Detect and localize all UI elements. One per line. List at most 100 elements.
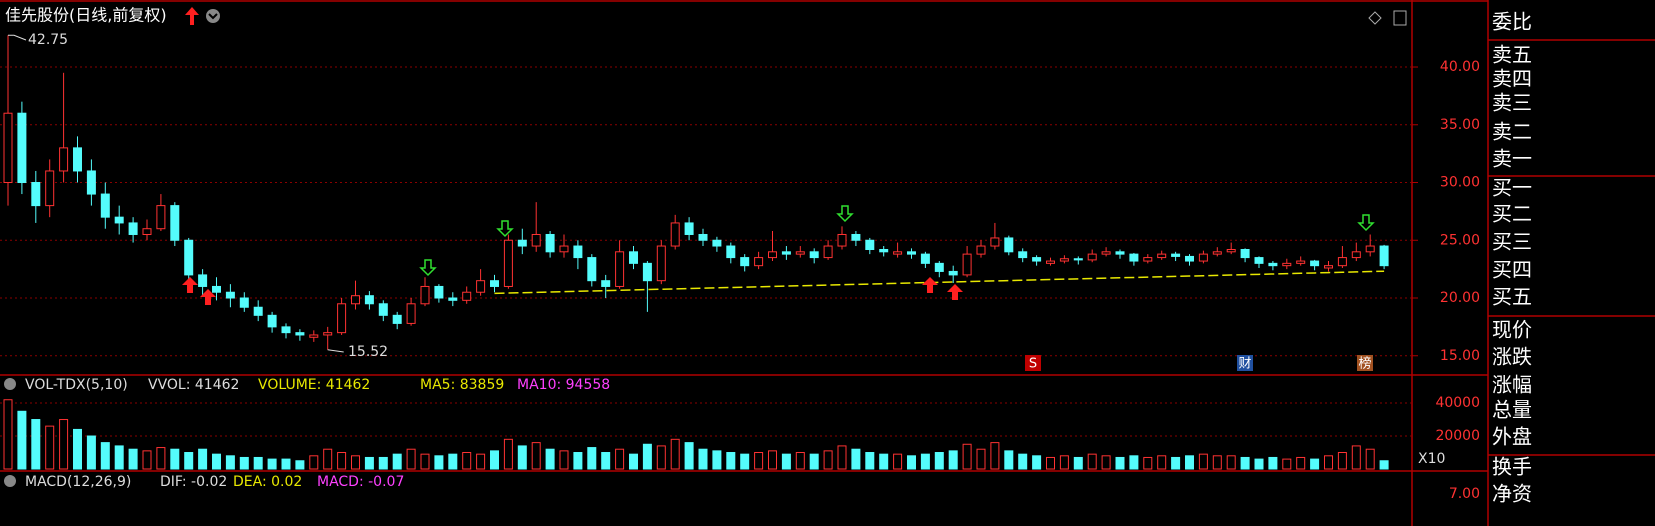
volume-bar [976, 448, 986, 470]
volume-bar [851, 448, 861, 470]
candle-body [795, 251, 805, 255]
volume-bar [462, 452, 472, 470]
candle-body [309, 334, 319, 338]
candle-body [1379, 245, 1389, 267]
volume-bar [198, 448, 208, 470]
volume-bar [114, 445, 124, 470]
volume-bar [1296, 456, 1306, 470]
volume-bar [865, 452, 875, 470]
candle-body [128, 222, 138, 235]
volume-bar [517, 445, 527, 470]
volume-bar [323, 448, 333, 470]
menu-icon[interactable] [4, 475, 16, 487]
volume-bar [656, 445, 666, 470]
candle-body [3, 112, 13, 184]
volume-bar [1087, 453, 1097, 470]
diamond-icon[interactable] [1368, 11, 1382, 25]
volume-bar [573, 452, 583, 470]
menu-chevron [208, 13, 218, 20]
volume-bar [768, 450, 777, 470]
volume-bar [170, 448, 180, 470]
volume-bar [712, 450, 722, 470]
volume-bar [670, 438, 680, 470]
candle-body [198, 274, 208, 287]
panel-icon[interactable] [1393, 10, 1407, 26]
candle-body [531, 233, 541, 247]
candle-body [73, 147, 82, 172]
candle-body [503, 239, 513, 287]
event-badge [1025, 355, 1041, 371]
candle-body [1282, 262, 1292, 267]
candle-body [1337, 257, 1347, 267]
event-label: 榜 [1358, 356, 1371, 372]
candle-body [323, 332, 333, 336]
side-label: 外盘 [1492, 425, 1532, 449]
candle-body [1324, 265, 1333, 269]
side-label: 买四 [1492, 258, 1532, 282]
up-icon[interactable] [185, 7, 199, 25]
macd-header: MACD(12,26,9) [25, 474, 131, 490]
side-label: 买一 [1492, 176, 1532, 200]
y-tick-label: 15.00 [1440, 348, 1480, 364]
candle-body [768, 251, 777, 259]
buy-arrow [922, 277, 938, 293]
candle-body [253, 306, 263, 316]
volume-bar [837, 445, 847, 470]
candle-body [392, 314, 402, 324]
candle-body [1240, 248, 1250, 259]
volume-bar [1101, 455, 1111, 470]
y-tick-label: 20000 [1435, 428, 1480, 444]
volume-bar [1254, 458, 1264, 470]
candle-body [893, 251, 903, 255]
volume-bar [587, 447, 597, 470]
volume-bar [17, 410, 27, 470]
volume-bar [1198, 453, 1208, 470]
side-label: 现价 [1492, 318, 1532, 342]
volume-bar [879, 453, 889, 470]
volume-bar [1268, 456, 1278, 470]
volume-bar [86, 435, 96, 470]
candle-body [59, 147, 69, 172]
volume-bar [1046, 456, 1055, 470]
candle-body [1018, 251, 1028, 259]
candle-body [976, 245, 986, 255]
volume-bar [406, 448, 416, 470]
y-tick-label: 35.00 [1440, 117, 1480, 133]
volume-bar [698, 448, 708, 470]
sell-arrow [496, 220, 514, 238]
y-tick-label: 40000 [1435, 395, 1480, 411]
candle-body [1101, 251, 1111, 255]
candle-body [990, 237, 1000, 247]
candle-body [225, 291, 235, 299]
candle-body [726, 245, 736, 259]
macd-axis-label: 7.00 [1449, 486, 1480, 502]
candle-body [1296, 260, 1306, 264]
menu-icon[interactable] [206, 9, 220, 23]
volume-bar [1337, 452, 1347, 470]
side-label: 买二 [1492, 202, 1532, 226]
volume-bar [476, 453, 486, 470]
candle-body [573, 245, 583, 259]
volume-header: VOLUME: 41462 [258, 377, 370, 393]
volume-bar [601, 452, 611, 470]
candle-body [434, 285, 444, 299]
candle-body [698, 233, 708, 241]
volume-bar [1365, 448, 1375, 470]
macd-header: DIF: -0.02 [160, 474, 227, 490]
candle-body [1351, 251, 1361, 259]
candle-body [823, 245, 833, 259]
candle-body [100, 193, 110, 218]
candle-body [1226, 248, 1236, 253]
menu-icon[interactable] [4, 378, 16, 390]
volume-bar [684, 442, 694, 470]
volume-bar [225, 455, 235, 470]
volume-bar [212, 453, 221, 470]
candle-body [1032, 257, 1042, 262]
candle-body [17, 112, 27, 184]
candle-body [1212, 251, 1222, 255]
volume-bar [1379, 460, 1389, 470]
candle-body [86, 170, 96, 195]
buy-arrow [947, 284, 963, 300]
candle-body [114, 216, 124, 224]
candle-body [476, 280, 486, 293]
